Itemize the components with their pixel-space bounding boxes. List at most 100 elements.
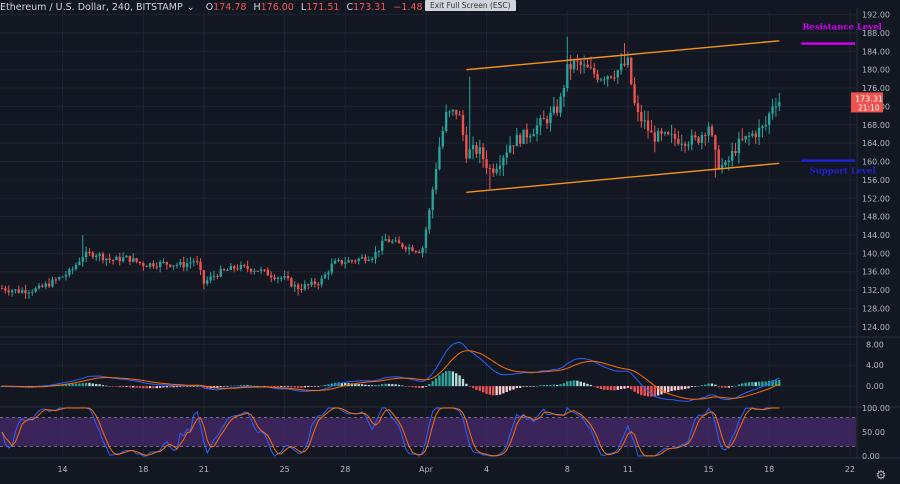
candle-body (771, 106, 774, 114)
price-tick-label: 180.00 (862, 66, 890, 75)
candle-body (367, 260, 370, 262)
candle-body (185, 263, 189, 268)
macd-histogram-bar (280, 386, 283, 388)
candle-body (764, 124, 768, 127)
macd-histogram-bar (700, 385, 704, 387)
macd-histogram-bar (438, 375, 441, 387)
candle-body (485, 159, 488, 168)
candle-body (741, 138, 744, 140)
macd-histogram-bar (461, 379, 465, 387)
chart-header: Ethereum / U.S. Dollar, 240, BITSTAMP ⌄ O… (0, 2, 475, 20)
candle-body (552, 106, 556, 113)
candle-body (414, 251, 418, 253)
candle-body (78, 261, 81, 265)
candle-body (407, 247, 411, 250)
macd-histogram-bar (300, 386, 303, 388)
macd-histogram-bar (562, 383, 566, 387)
candle-body (757, 127, 761, 137)
candle-body (84, 251, 88, 258)
candle-body (263, 269, 266, 271)
candle-body (428, 209, 431, 230)
macd-histogram-bar (424, 386, 428, 387)
macd-histogram-bar (64, 384, 68, 387)
time-tick-label: 4 (484, 465, 489, 474)
macd-histogram-bar (286, 386, 290, 387)
candle-body (522, 129, 525, 144)
macd-histogram-bar (498, 386, 502, 395)
candle-body (431, 189, 434, 210)
candle-body (754, 133, 757, 137)
macd-histogram-bar (508, 386, 512, 391)
exit-full-screen-button[interactable]: Exit Full Screen (ESC) (425, 0, 516, 11)
macd-histogram-bar (185, 386, 189, 387)
macd-histogram-bar (643, 386, 646, 396)
candle-body (667, 132, 670, 135)
macd-histogram-bar (764, 381, 768, 387)
macd-histogram-bar (704, 384, 707, 387)
macd-histogram-bar (108, 386, 111, 387)
macd-histogram-bar (761, 381, 764, 387)
macd-histogram-bar (152, 386, 155, 389)
candle-body (17, 289, 21, 293)
candle-body (118, 256, 121, 262)
candle-body (337, 260, 340, 262)
candle-body (216, 275, 219, 277)
candle-body (7, 290, 10, 293)
candle-body (384, 239, 387, 241)
macd-histogram-bar (613, 386, 616, 391)
candle-body (609, 76, 613, 78)
candle-body (266, 269, 270, 276)
candle-body (44, 283, 47, 287)
macd-histogram-bar (751, 381, 754, 387)
macd-histogram-bar (492, 386, 495, 396)
macd-histogram-bar (78, 383, 81, 387)
macd-histogram-bar (512, 386, 515, 390)
candle-body (105, 258, 108, 261)
time-tick-label: 14 (57, 465, 67, 474)
macd-histogram-bar (158, 386, 162, 388)
candle-body (441, 130, 444, 147)
macd-histogram-bar (377, 384, 381, 387)
macd-histogram-bar (381, 384, 384, 387)
macd-histogram-bar (582, 382, 586, 387)
macd-histogram-bar (118, 386, 121, 388)
macd-histogram-bar (192, 386, 195, 387)
candle-body (589, 67, 593, 69)
macd-histogram-bar (263, 385, 266, 387)
price-tick-label: 164.00 (862, 139, 890, 148)
candle-body (192, 261, 195, 263)
macd-histogram-bar (135, 386, 138, 388)
chevron-down-icon[interactable]: ⌄ (186, 2, 195, 13)
candle-body (411, 247, 414, 252)
macd-histogram-bar (148, 386, 152, 389)
candle-body (4, 288, 7, 291)
macd-histogram-bar (670, 386, 673, 392)
candle-body (24, 290, 27, 294)
gear-icon[interactable]: ⚙ (875, 468, 887, 482)
candle-body (619, 63, 623, 71)
macd-histogram-bar (481, 386, 485, 393)
macd-histogram-bar (125, 386, 128, 388)
macd-histogram-bar (737, 384, 741, 387)
candle-body (505, 152, 508, 158)
macd-histogram-bar (256, 385, 259, 387)
macd-histogram-bar (206, 386, 209, 389)
candle-body (273, 277, 276, 280)
symbol-title[interactable]: Ethereum / U.S. Dollar, 240, BITSTAMP (0, 2, 183, 13)
candle-body (88, 251, 91, 253)
macd-histogram-bar (360, 384, 364, 387)
macd-histogram-bar (444, 371, 448, 387)
macd-histogram-bar (317, 386, 320, 387)
last-price-value: 173.31 (855, 94, 883, 103)
price-tick-label: 184.00 (862, 47, 890, 56)
macd-tick-label: 8.00 (866, 340, 884, 349)
price-tick-label: 192.00 (862, 11, 890, 20)
macd-histogram-bar (95, 383, 98, 387)
high-value: 176.00 (260, 2, 294, 13)
macd-histogram-bar (455, 373, 458, 387)
candle-body (175, 264, 179, 266)
candle-body (512, 145, 515, 147)
candle-body (290, 278, 293, 287)
candle-body (377, 250, 381, 252)
